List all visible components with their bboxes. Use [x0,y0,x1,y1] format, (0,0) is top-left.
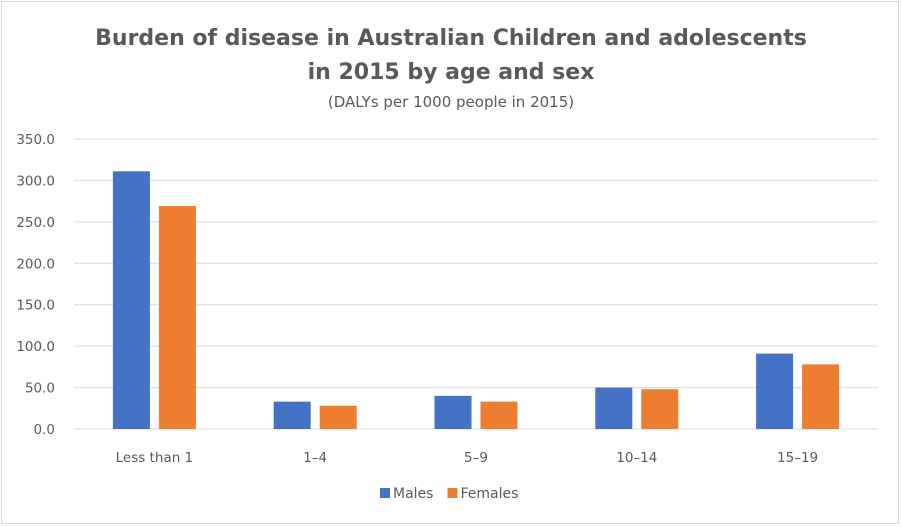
x-tick-label: 10–14 [616,450,657,466]
x-tick-label: Less than 1 [116,450,194,466]
legend-swatch-males [380,488,390,498]
chart-title-line-2: in 2015 by age and sex [308,60,595,85]
x-tick-label: 5–9 [464,450,488,466]
bar-females-4 [802,364,840,429]
y-tick-label: 100.0 [16,339,55,355]
y-tick-label: 0.0 [34,422,55,438]
y-tick-label: 50.0 [25,381,55,397]
y-tick-label: 200.0 [16,256,55,272]
y-tick-label: 150.0 [16,298,55,314]
legend-label-males: Males [393,486,433,502]
y-tick-label: 350.0 [16,132,55,148]
bar-males-2 [434,395,472,429]
y-tick-label: 300.0 [16,173,55,189]
bar-males-3 [595,387,633,429]
bar-females-0 [158,206,196,429]
bar-males-1 [273,401,311,429]
bar-females-1 [319,405,357,429]
chart-title-line-1: Burden of disease in Australian Children… [95,26,807,51]
legend-swatch-females [447,488,458,498]
bar-males-0 [112,171,150,430]
bar-females-2 [480,401,518,429]
legend-label-females: Females [460,486,518,502]
x-tick-label: 1–4 [303,450,327,466]
bar-males-4 [756,353,794,429]
y-tick-label: 250.0 [16,215,55,231]
bar-females-3 [641,389,679,429]
chart-subtitle: (DALYs per 1000 people in 2015) [328,93,574,111]
x-tick-label: 15–19 [777,450,818,466]
